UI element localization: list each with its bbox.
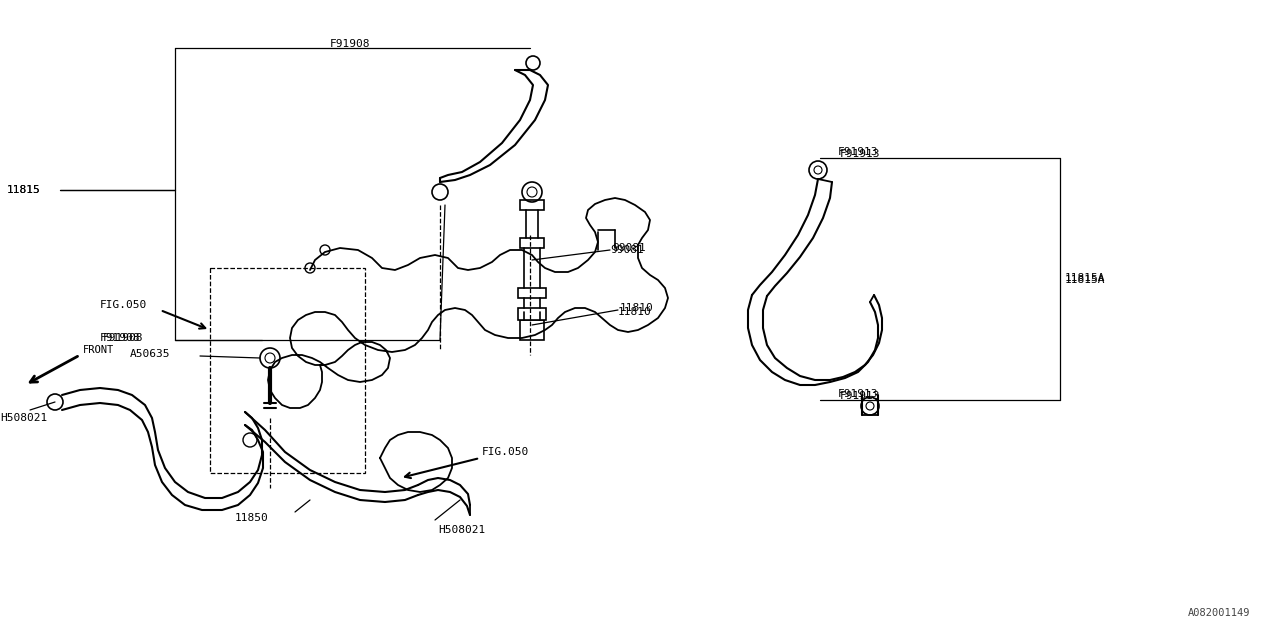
Text: F91908: F91908	[100, 333, 141, 343]
Text: FIG.050: FIG.050	[483, 447, 529, 457]
Text: F91908: F91908	[102, 333, 143, 343]
Text: F91913: F91913	[838, 389, 878, 399]
Text: A50635: A50635	[131, 349, 170, 359]
Bar	[518, 308, 547, 320]
Text: FIG.050: FIG.050	[100, 300, 147, 310]
Text: FRONT: FRONT	[83, 345, 114, 355]
Text: 11815: 11815	[6, 185, 41, 195]
Text: A082001149: A082001149	[1188, 608, 1251, 618]
Text: 11815A: 11815A	[1065, 273, 1106, 283]
Text: F91913: F91913	[840, 391, 881, 401]
Text: F91913: F91913	[838, 147, 878, 157]
Text: 11810: 11810	[618, 307, 652, 317]
Text: 11810: 11810	[620, 303, 654, 313]
Bar	[520, 320, 544, 340]
Bar	[520, 238, 544, 248]
Text: F91913: F91913	[840, 149, 881, 159]
Text: H508021: H508021	[0, 413, 47, 423]
Text: H508021: H508021	[438, 525, 485, 535]
Bar	[518, 288, 547, 298]
Text: 11815: 11815	[6, 185, 41, 195]
Bar	[210, 268, 365, 473]
Text: 99081: 99081	[611, 245, 644, 255]
Text: 11815A: 11815A	[1065, 275, 1106, 285]
Text: F91908: F91908	[330, 39, 370, 49]
Bar	[520, 200, 544, 210]
Text: 11850: 11850	[236, 513, 269, 523]
Text: 99081: 99081	[612, 243, 645, 253]
